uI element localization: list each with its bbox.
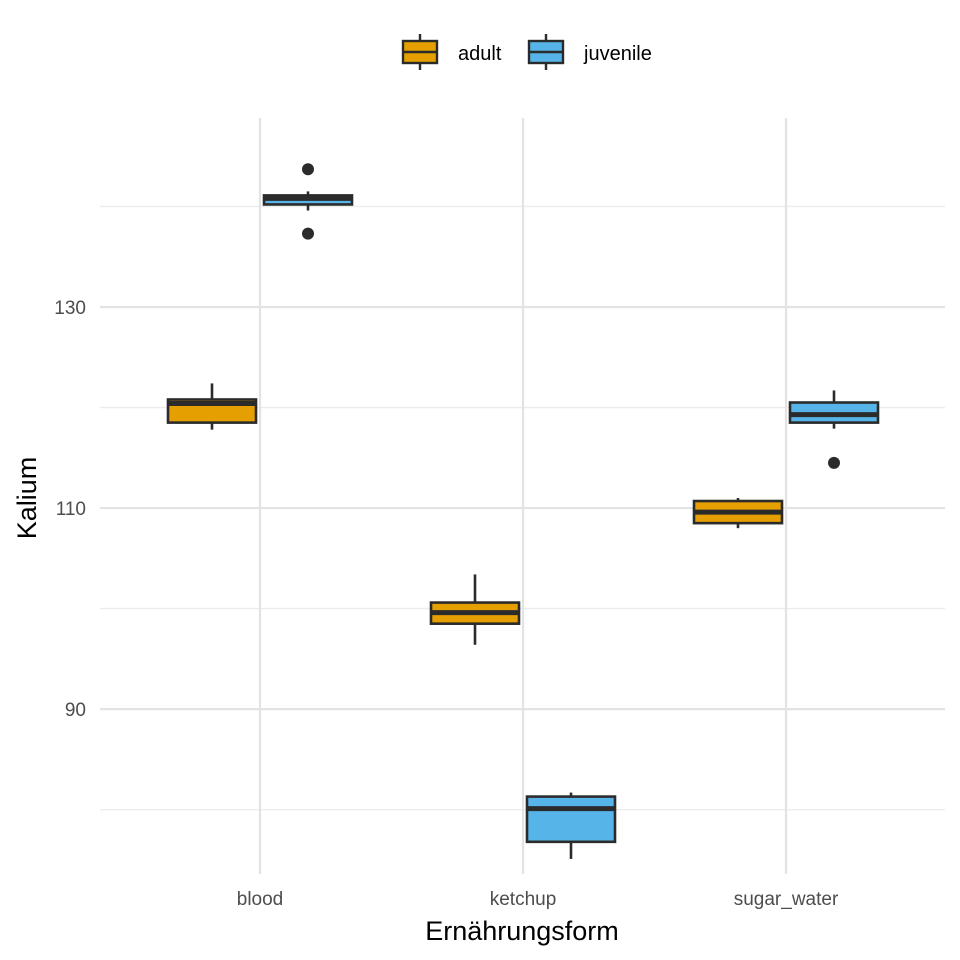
x-axis-ticks: blood ketchup sugar_water (237, 889, 839, 910)
box-adult-sugar_water (692, 498, 784, 529)
y-tick-label: 110 (56, 499, 86, 520)
box-adult-blood (166, 383, 258, 430)
outlier-point (828, 456, 840, 469)
x-tick-label: sugar_water (734, 889, 839, 910)
outlier-point (302, 227, 314, 240)
box-body (525, 795, 617, 844)
y-axis-title: Kalium (12, 457, 42, 540)
legend-label: adult (458, 43, 502, 65)
box-adult-ketchup (429, 574, 521, 645)
x-tick-label: ketchup (490, 889, 557, 910)
grid-lines (100, 118, 945, 874)
legend-item-juvenile: juvenile (527, 34, 652, 70)
box-juvenile-blood (262, 163, 354, 240)
y-tick-label: 130 (54, 298, 86, 319)
x-axis-title: Ernährungsform (425, 916, 619, 946)
legend-label: juvenile (583, 43, 652, 65)
y-tick-label: 90 (65, 700, 86, 721)
legend-item-adult: adult (401, 34, 502, 70)
x-tick-label: blood (237, 889, 284, 910)
box-juvenile-sugar_water (788, 390, 880, 469)
y-axis-ticks: 90 110 130 (54, 298, 86, 721)
legend: adult juvenile (401, 34, 652, 70)
box-juvenile-ketchup (525, 792, 617, 859)
outlier-point (302, 163, 314, 176)
box-groups (166, 163, 880, 859)
